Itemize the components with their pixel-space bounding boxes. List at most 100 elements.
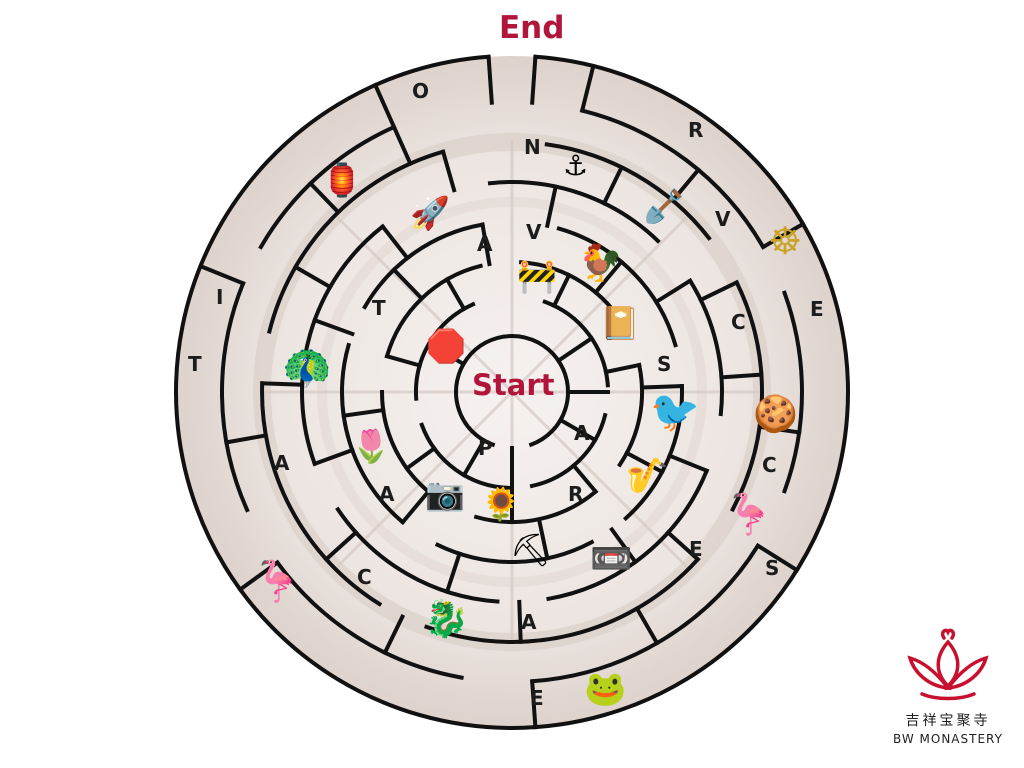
maze-wall-radial	[260, 381, 305, 387]
maze-letter: A	[574, 421, 590, 445]
maze-wall-arc	[487, 180, 661, 244]
maze-wall-arc	[579, 108, 766, 250]
maze-wall-arc	[617, 362, 645, 468]
maze-wall-radial	[601, 164, 625, 206]
maze-wall-radial	[592, 258, 625, 296]
maze-wall-radial	[624, 450, 665, 475]
maze-wall-radial	[760, 221, 806, 250]
maze-wall-radial	[557, 417, 598, 443]
maze-wall-arc	[266, 149, 446, 334]
maze-wall-arc	[518, 260, 630, 334]
lotus-logo-icon	[907, 628, 989, 701]
maze-wall-radial	[530, 54, 538, 105]
rocket-icon: 🚀	[410, 194, 450, 232]
maze-wall-radial	[698, 279, 740, 303]
maze-wall-arc	[729, 279, 764, 513]
maze-wall-arc	[335, 506, 500, 604]
maze-letter: T	[372, 296, 386, 320]
camera-icon: 📷	[425, 475, 465, 513]
maze-wall-radial	[237, 559, 281, 593]
maze-wall-arc	[379, 389, 450, 508]
maze-letter: P	[478, 436, 493, 460]
maze-wall-radial	[379, 223, 411, 261]
maze-wall-radial	[757, 424, 802, 435]
maze-letter: A	[379, 482, 395, 506]
maze-letter: A	[521, 610, 537, 634]
maze-letter: S	[765, 556, 780, 580]
chicken-icon: 🐓	[578, 243, 623, 284]
maze-wall-arc	[260, 381, 383, 607]
maze-letter: E	[689, 537, 703, 561]
maze-wall-arc	[556, 226, 678, 348]
maze-wall-radial	[341, 407, 386, 418]
maze-wall-arc	[529, 412, 608, 489]
pickaxe-icon: ⛏	[510, 531, 551, 569]
traffic-cone-icon: 🚧	[517, 257, 557, 295]
shovel-icon: 🪏	[644, 187, 684, 225]
maze-wall-radial	[384, 353, 423, 368]
phoenix-icon: 🐦	[650, 389, 700, 435]
maze-letter: A	[477, 232, 493, 256]
maze-wall-arc	[687, 277, 724, 417]
maze-letter: E	[810, 297, 824, 321]
saxophone-icon: 🎷	[626, 456, 669, 496]
maze-wall-arc	[419, 422, 511, 490]
peacock-icon: 🦚	[282, 345, 332, 391]
maze-wall-radial	[486, 54, 494, 105]
maze-wall-radial	[719, 372, 764, 380]
end-label: End	[499, 10, 565, 46]
maze-wall-radial	[323, 529, 359, 563]
maze-wall-arc	[542, 299, 610, 388]
maze-wall-arc	[423, 556, 701, 644]
videocassette-icon: 📼	[590, 539, 633, 579]
maze-letter: E	[530, 686, 544, 710]
maze-wall-radial	[634, 605, 660, 646]
maze-letter: V	[715, 207, 731, 231]
maze-wall-radial	[391, 266, 425, 302]
dragon-icon: 🐉	[424, 599, 469, 640]
flamingo-icon: 🦩	[724, 492, 774, 538]
maze-letter: I	[216, 285, 224, 309]
maze-wall-radial	[665, 529, 701, 563]
maze-wall-radial	[639, 384, 684, 390]
maze-wall-radial	[312, 447, 355, 467]
maze-letter: V	[526, 220, 542, 244]
maze-wall-radial	[653, 277, 693, 305]
maze-wall-radial	[551, 272, 572, 309]
maze-wall-radial	[517, 599, 523, 644]
maze-wall-radial	[480, 222, 492, 267]
maze-wall-radial	[426, 341, 467, 367]
maze-wall-radial	[603, 362, 642, 375]
maze-wall-radial	[444, 551, 463, 595]
maze-wall-radial	[312, 317, 355, 337]
maze-letter: N	[524, 135, 541, 159]
maze-wall-arc	[546, 468, 710, 602]
maze-letter: S	[657, 352, 672, 376]
maze-wall-radial	[292, 264, 333, 290]
start-label: Start	[472, 368, 555, 402]
maze-wall-arc	[174, 54, 850, 730]
maze-wall-radial	[555, 335, 595, 364]
maze-wall-radial	[440, 149, 457, 193]
maze-wall-arc	[258, 124, 397, 250]
maze-wall-arc	[622, 384, 684, 522]
maze-wall-radial	[530, 679, 538, 730]
dharma-wheel-icon: ☸	[768, 219, 803, 263]
maze-wall-radial	[444, 276, 467, 312]
maze-wall-radial	[570, 462, 599, 495]
maze-wall-radial	[544, 184, 559, 229]
maze-letter: C	[731, 310, 746, 334]
maze-wall-arc	[362, 222, 485, 310]
cookies-icon: 🍪	[753, 394, 798, 435]
maze-wall-arc	[781, 290, 804, 494]
maze-wall-arc	[544, 142, 712, 241]
maze-walls	[174, 54, 850, 730]
maze-wall-arc	[384, 263, 484, 359]
maze-letter: R	[688, 118, 704, 142]
flamingo-icon: 🦩	[252, 559, 302, 605]
maze-wall-radial	[224, 433, 269, 445]
maze-letter: A	[274, 451, 290, 475]
bw-monastery-logo: 吉祥宝聚寺 BW MONASTERY	[884, 628, 1012, 758]
maze-letter: T	[188, 352, 202, 376]
